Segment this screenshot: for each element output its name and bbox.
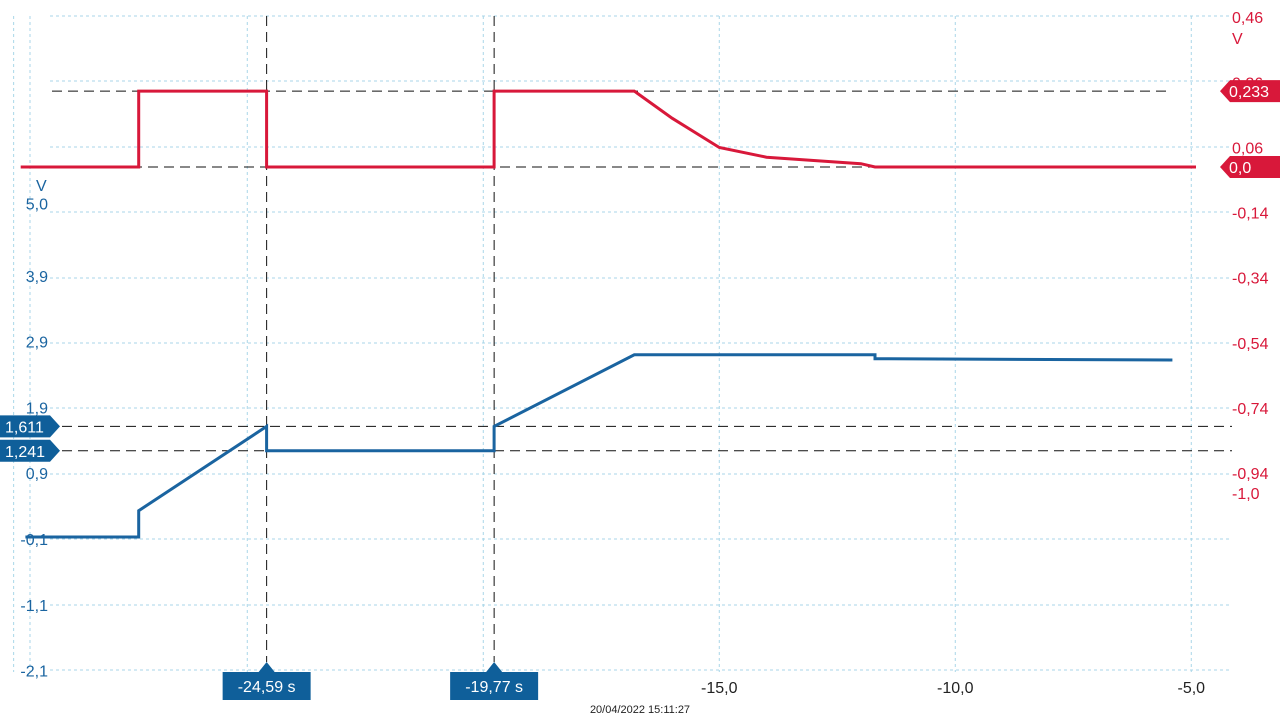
cursor-lines — [266, 16, 495, 662]
traces — [20, 89, 1196, 539]
right-axis-unit: V — [1232, 31, 1243, 48]
right-tick-label: -0,94 — [1232, 466, 1269, 483]
right-marker-badge-label: 0,0 — [1229, 160, 1251, 177]
left-tick-label: -1,1 — [20, 598, 48, 615]
cursor-badge[interactable]: -19,77 s — [450, 662, 539, 700]
right-tick-label: 0,46 — [1232, 10, 1263, 27]
right-tick-label: -0,74 — [1232, 401, 1269, 418]
timestamp: 20/04/2022 15:11:27 — [590, 704, 690, 716]
badges: -24,59 s -19,77 s 1,611 1,241 0,233 0,0 — [0, 80, 1280, 700]
right-marker-badge-label: 0,233 — [1229, 84, 1269, 101]
right-tick-label: -0,34 — [1232, 271, 1269, 288]
cursor-badge-label: -24,59 s — [238, 679, 296, 696]
x-tick-label: -15,0 — [701, 680, 738, 697]
left-marker-badge-bg — [0, 415, 60, 438]
cursor-badge-label: -19,77 s — [465, 679, 523, 696]
left-tick-label: -0,1 — [20, 532, 48, 549]
right-tick-label: -0,54 — [1232, 336, 1269, 353]
series-right-trace — [20, 89, 1196, 169]
right-marker-badge-bg — [1220, 80, 1280, 103]
left-tick-label: 2,9 — [26, 335, 48, 352]
cursor-badge-bg — [450, 662, 539, 700]
right-tick-label: 0,06 — [1232, 140, 1263, 157]
series-left-trace — [25, 353, 1173, 539]
grid — [50, 15, 1230, 671]
left-tick-label: 3,9 — [26, 269, 48, 286]
right-marker-badge[interactable]: 0,0 — [1220, 156, 1280, 178]
x-grid — [13, 16, 1192, 672]
right-tick-label: -0,14 — [1232, 206, 1269, 223]
left-marker-badge-label: 1,611 — [5, 419, 44, 436]
left-tick-label: -2,1 — [20, 664, 48, 681]
right-marker-badge-bg — [1220, 156, 1280, 178]
left-tick-label: 0,9 — [26, 466, 48, 483]
x-tick-label: -5,0 — [1177, 680, 1205, 697]
x-axis-ticks: -15,0 -10,0 -5,0 — [701, 680, 1205, 697]
left-axis-unit: V — [36, 178, 47, 195]
right-marker-badge[interactable]: 0,233 — [1220, 80, 1280, 103]
left-marker-badge[interactable]: 1,241 — [0, 439, 60, 462]
left-marker-badge[interactable]: 1,611 — [0, 415, 60, 438]
marker-lines — [52, 90, 1232, 452]
cursor-badge-bg — [222, 662, 311, 700]
left-tick-label: 1,9 — [26, 400, 48, 417]
left-tick-label: 5,0 — [26, 196, 48, 213]
left-axis-ticks: 5,0 3,9 2,9 1,9 0,9 -0,1 -1,1 -2,1 — [20, 196, 48, 680]
cursor-badge[interactable]: -24,59 s — [222, 662, 311, 700]
left-marker-badge-label: 1,241 — [5, 444, 45, 461]
left-marker-badge-bg — [0, 439, 60, 462]
right-tick-label: -1,0 — [1232, 486, 1260, 503]
x-tick-label: -10,0 — [937, 680, 974, 697]
